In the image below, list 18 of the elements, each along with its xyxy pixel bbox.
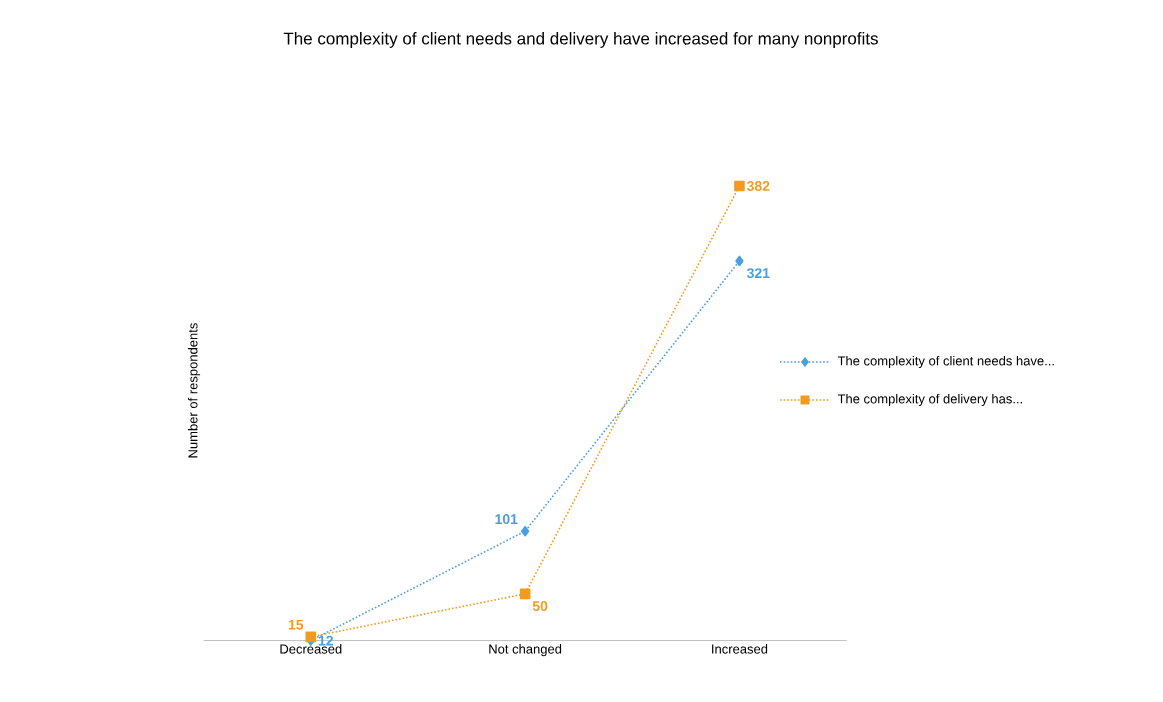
- data-label: 15: [288, 619, 304, 630]
- data-label: 321: [746, 268, 770, 279]
- y-axis-title: Number of respondents: [187, 323, 201, 458]
- legend-label: The complexity of delivery has...: [837, 393, 1023, 407]
- chart-title: The complexity of client needs and delivery have increased for many nonprofits: [283, 32, 878, 48]
- point: [519, 588, 531, 600]
- x-tick-label: Increased: [712, 644, 768, 654]
- point: [735, 255, 744, 267]
- data-label: 382: [746, 181, 770, 191]
- data-label: 101: [495, 514, 518, 525]
- point: [520, 525, 530, 537]
- data-label: 12: [318, 635, 333, 646]
- legend-label: The complexity of client needs have...: [837, 355, 1054, 369]
- point: [305, 631, 317, 643]
- point: [734, 180, 745, 192]
- x-tick-label: Decreased: [280, 644, 342, 654]
- data-label: 50: [532, 601, 548, 611]
- x-tick-label: Not changed: [489, 644, 562, 657]
